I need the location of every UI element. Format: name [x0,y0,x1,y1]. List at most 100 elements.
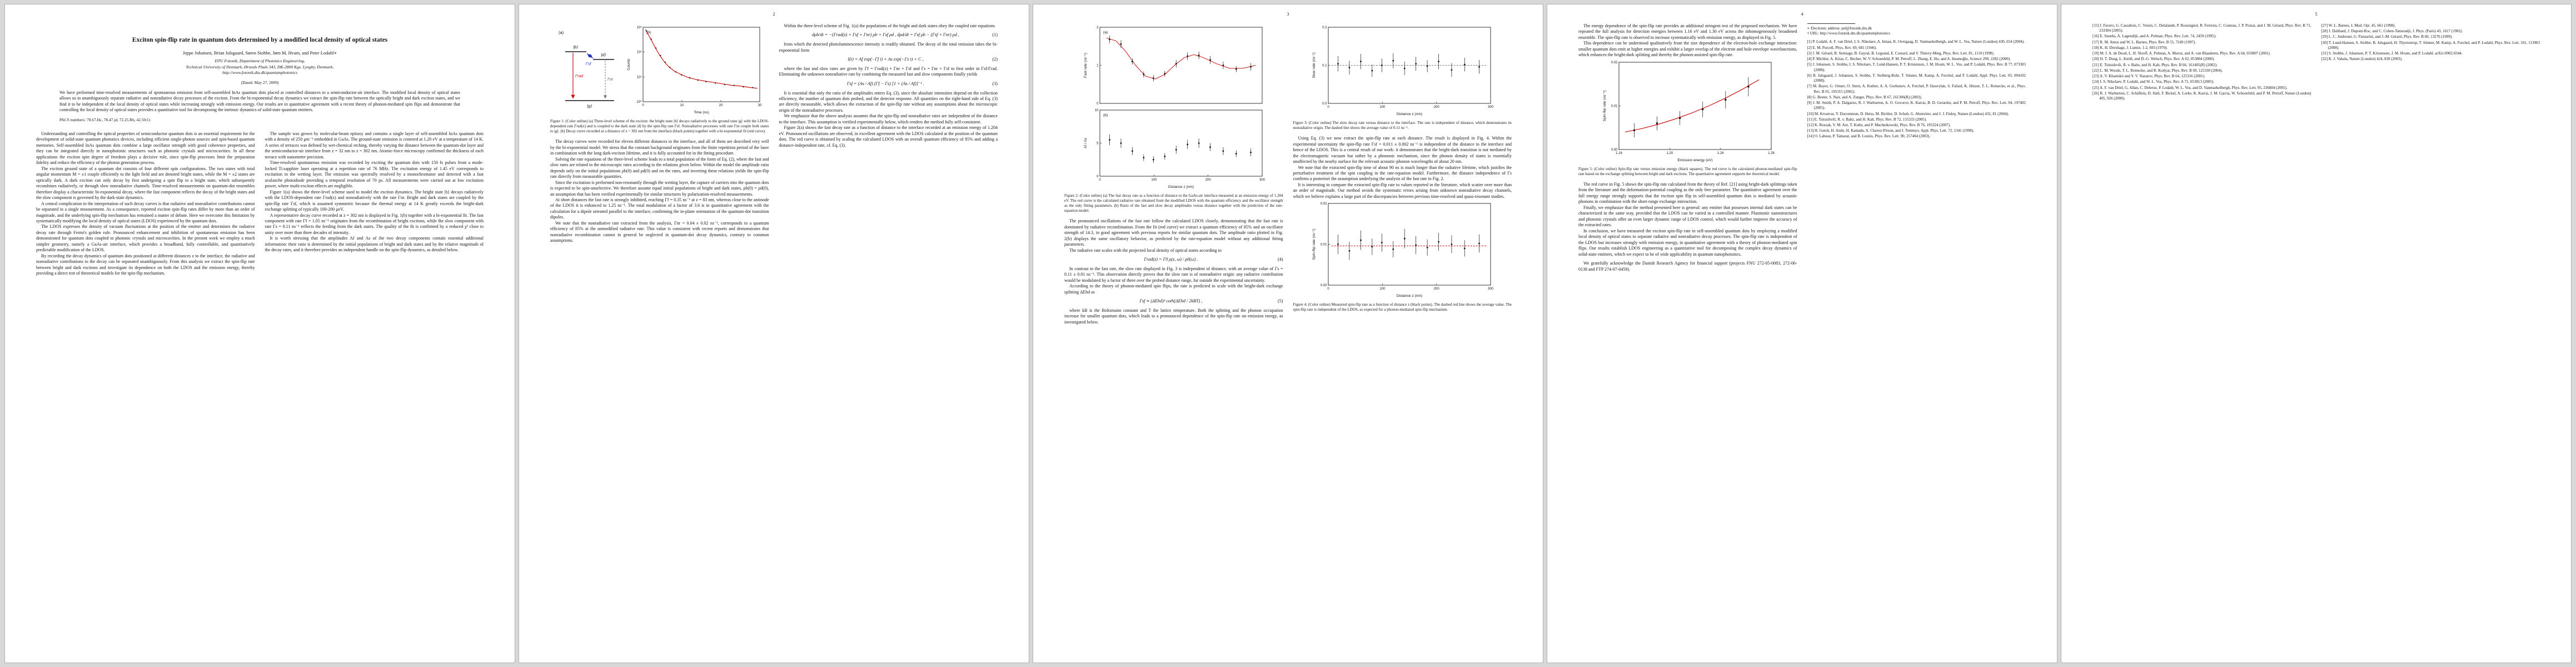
paragraph: Using Eq. (3) we now extract the spin-fl… [1293,136,1512,165]
equation-1: dρb/dt = −(Γrad(z) + Γsf + Γnr) ρb + Γsf… [779,32,998,38]
equation-1-number: (1) [992,32,998,38]
page3-columns: 0 1 2 Fast rate (ns⁻¹) (a) 0 100 200 300 0 5 10 Dis… [1064,23,1512,325]
ground-state-label: |g⟩ [587,103,592,108]
y-tick-label: 10 [1095,109,1099,112]
x-tick-label: 100 [1380,106,1386,109]
paragraph: In contrast to the fast rate, the slow r… [1064,266,1283,283]
y-axis-label: Slow rate (ns⁻¹) [1312,52,1316,78]
y-tick-label: 1 [1097,64,1099,68]
x-tick-label: 200 [1434,287,1440,291]
page-4: 4 The energy dependence of the spin-flip… [1547,4,2057,663]
paper-title: Exciton spin-flip rate in quantum dots d… [132,37,388,43]
reference-item: [32] K. J. Vahala, Nature (London) 424, … [2321,57,2403,62]
reference-item: [3] J. M. Gérard, B. Sermage, B. Gayral,… [1807,51,1995,56]
x-tick-label: 0 [1328,106,1330,109]
data-point [1120,43,1122,45]
y-tick-label: 0.00 [1321,284,1327,287]
data-point [1464,247,1466,250]
page-number: 4 [1801,11,1803,17]
page2-column-2: Within the three-level scheme of Fig. 1(… [779,23,998,244]
panel-a-label: (a) [559,30,564,35]
page4-columns: The energy dependence of the spin-flip r… [1578,23,2026,272]
data-point [645,30,647,32]
page2-col2-text-a: Within the three-level scheme of Fig. 1(… [779,23,998,29]
equation-3-body: Γsf = (As / Af) (Γf − Γs) [1 + (As / Af)… [847,81,924,86]
affiliation-url-link[interactable]: http://www.fotonik.dtu.dk/quantumphotoni… [222,70,298,76]
reference-item: [31] S. Stobbe, J. Johansen, P. T. Krist… [2321,51,2463,56]
x-tick-label: 100 [1380,287,1386,291]
bright-state-label: |b⟩ [573,44,578,49]
data-point [724,84,725,86]
y-axis-label: Spin-flip rate (ns⁻¹) [1603,90,1607,121]
data-point [705,81,707,82]
data-point [1438,61,1440,63]
paragraph: The pronounced oscillations of the fast … [1064,218,1283,247]
data-point [1249,66,1252,68]
paragraph: Finally, we emphasize that the method pr… [1578,205,1797,228]
data-point [1187,55,1188,57]
reference-item: [10] M. Kroutvar, Y. Ducommun, D. Heiss,… [1807,111,2009,116]
footnote-rule [1807,23,1855,24]
data-point [1360,240,1362,241]
data-point [1143,157,1144,159]
y-tick-label: 0.02 [1321,202,1327,206]
front-matter: Exciton spin-flip rate in quantum dots d… [36,36,484,122]
equation-3-number: (3) [992,81,998,86]
x-tick-label: 1.20 [1666,152,1673,155]
data-point [1426,65,1428,67]
figure-5: 1.16 1.20 1.24 1.28 0.00 0.01 0.02 Emission ene… [1578,59,1797,177]
page3-column-1: 0 1 2 Fast rate (ns⁻¹) (a) 0 100 200 300 0 5 10 Dis… [1064,23,1283,325]
paragraph: where kB is the Boltzmann constant and T… [1064,308,1283,325]
figure2-caption: Figure 2: (Color online) (a) The fast de… [1064,193,1283,213]
figure4-plot: 0 100 200 300 0.00 0.01 0.02 Distance z (nm) Spi… [1312,202,1494,298]
paragraph: The energy dependence of the spin-flip r… [1578,23,1797,40]
reference-item: [1] P. Lodahl, A. F. van Driel, I. S. Ni… [1807,39,2025,44]
page3-col1-text-b: In contrast to the fast rate, the slow r… [1064,266,1283,295]
page4-column-2: ∗ Electronic address: pel@fotonik.dtu.dk… [1807,23,2026,272]
page2-column-1: (a) |b⟩ |d⟩ |g⟩ Γrad [550,23,769,244]
reference-item: [6] B. Julsgaard, J. Johansen, S. Stobbe… [1807,73,2026,83]
data-point [1209,59,1211,61]
data-point [714,82,716,84]
reference-item: [28] J. Dalibard, J. Dupont-Roc, and C. … [2321,29,2463,34]
x-axis-label: Emission energy (eV) [1677,158,1712,162]
page-number: 5 [2315,11,2318,17]
page5-column-1: [15] I. Favero, G. Cassabois, C. Voisin,… [2092,23,2311,102]
y-tick-label: 0.2 [1322,26,1327,29]
data-point [1415,63,1417,65]
paragraph: Within the three-level scheme of Fig. 1(… [784,23,995,28]
data-point [664,61,666,63]
x-tick-label: 300 [1488,287,1494,291]
y-tick-label: 0.01 [1611,104,1618,108]
paragraph: At short distances the fast rate is stro… [550,197,769,220]
footnote-line: ∗ Electronic address: pel@fotonik.dtu.dk [1807,26,1872,31]
page2-col1-text: The decay curves were recorded for eleve… [550,139,769,243]
references-page5-col2: [27] W. L. Barnes, J. Mod. Opt. 45, 661 … [2321,23,2540,62]
equation-4-body: Γrad(z) = Γ0 ρ(z, ω) / ρ0(ω) . [1144,257,1198,262]
plot-frame [642,27,760,102]
reference-item: [13] H. Gotoh, H. Ando, H. Kamada, A. Ch… [1807,128,1974,133]
data-point [1108,38,1110,41]
reference-item: [27] W. L. Barnes, J. Mod. Opt. 45, 661 … [2321,23,2396,28]
paragraph: We emphasize that the above analysis ass… [779,113,998,125]
equation-5: Γsf ∝ (ΔEbd)³ coth(ΔEbd / 2kBT) , (5) [1064,298,1283,305]
data-point [1464,63,1466,66]
y-tick-label: 0 [1097,175,1099,178]
x-tick-label: 300 [1259,178,1265,182]
y-tick-label: 5 [1097,142,1099,146]
reference-item: [4] P. Michler, A. Kiraz, C. Becher, W. … [1807,57,2011,62]
reference-item: [18] K. H. Drexhage, J. Lumin. 1-2, 693 … [2092,45,2168,50]
data-point [1108,139,1110,141]
x-tick-label: 30 [758,104,761,107]
y-axis-label: Counts [627,58,631,71]
data-point [675,71,676,73]
y-tick-label: 0.02 [1611,61,1618,64]
y-tick-label: 0.1 [1322,64,1327,68]
panel-label: (b) [1103,113,1108,117]
equation-5-number: (5) [1277,298,1283,304]
reference-item: [21] E. Tsitsishvili, R. v. Baltz, and H… [2092,62,2218,67]
reference-item: [5] J. Johansen, S. Stobbe, I. S. Nikola… [1807,62,2026,72]
y-tick-label: 10² [637,51,642,54]
plot-line [1106,37,1256,79]
y-tick-label: 2 [1097,26,1099,29]
